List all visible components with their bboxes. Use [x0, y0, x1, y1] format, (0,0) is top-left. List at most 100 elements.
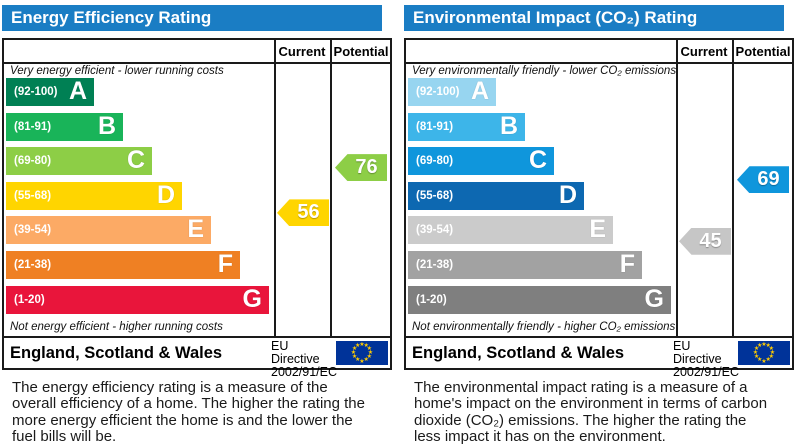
header-row-divider — [4, 62, 390, 64]
band-letter: F — [619, 250, 635, 278]
rating-band-C: (69-80) C — [408, 146, 554, 176]
eu-flag-icon: ★ ★ ★ ★ ★ ★ ★ ★ ★ ★ ★ ★ — [738, 341, 790, 365]
band-letter: B — [499, 111, 518, 140]
rating-band-A: (92-100) A — [408, 78, 496, 106]
footer-row-divider — [406, 336, 792, 338]
chart-description: The energy efficiency rating is a measur… — [12, 379, 365, 445]
current-rating-arrow: 45 — [679, 227, 731, 255]
top-scale-label: Very energy efficient - lower running co… — [10, 65, 224, 77]
eu-flag-star: ★ — [359, 358, 365, 365]
band-letter: D — [156, 180, 175, 209]
chart-description: The environmental impact rating is a mea… — [414, 379, 768, 445]
current-column-divider — [676, 40, 678, 338]
eu-directive-label: EU Directive 2002/91/EC — [673, 339, 740, 379]
rating-band-F: (21-38) F — [408, 251, 642, 279]
eu-flag-star: ★ — [757, 357, 763, 364]
rating-table: Current Potential Very environmentally f… — [404, 38, 794, 379]
top-scale-label: Very environmentally friendly - lower CO… — [412, 65, 677, 77]
band-letter: G — [242, 284, 262, 313]
potential-rating-value: 76 — [355, 156, 378, 179]
eu-flag-star: ★ — [757, 342, 763, 349]
potential-rating-arrow: 69 — [737, 166, 789, 194]
eu-directive-line2: 2002/91/EC — [673, 365, 740, 379]
potential-rating-arrow: 76 — [335, 154, 387, 182]
bottom-scale-label: Not environmentally friendly - higher CO… — [412, 321, 676, 333]
eu-flag-star: ★ — [350, 350, 357, 356]
panel-title: Environmental Impact (CO₂) Rating — [404, 5, 784, 31]
eu-directive-line1: EU Directive — [271, 339, 320, 366]
eu-flag-star: ★ — [769, 350, 776, 356]
eu-directive-line2: 2002/91/EC — [271, 365, 338, 379]
eu-flag-star: ★ — [765, 342, 771, 349]
eu-flag-star: ★ — [753, 354, 760, 361]
rating-band-A: (92-100) A — [6, 78, 94, 106]
potential-column-divider — [732, 40, 734, 338]
band-range-label: (55-68) — [416, 189, 454, 202]
current-rating-value: 45 — [699, 229, 722, 252]
potential-rating-value: 69 — [757, 168, 780, 191]
eu-flag-star: ★ — [768, 345, 775, 352]
eu-flag-star: ★ — [753, 345, 760, 352]
table-footer: England, Scotland & Wales EU Directive 2… — [4, 338, 390, 379]
eu-flag-star: ★ — [366, 345, 373, 352]
band-range-label: (55-68) — [14, 189, 52, 202]
band-range-label: (21-38) — [14, 259, 52, 271]
region-label: England, Scotland & Wales — [412, 344, 625, 362]
eu-flag-star: ★ — [363, 357, 369, 364]
band-range-label: (92-100) — [14, 86, 58, 98]
eu-flag-star: ★ — [761, 358, 767, 365]
potential-column-header: Potential — [735, 44, 791, 59]
eu-flag-star: ★ — [765, 357, 771, 364]
rating-band-B: (81-91) B — [408, 111, 525, 141]
rating-band-D: (55-68) D — [6, 180, 182, 210]
band-range-label: (92-100) — [416, 86, 460, 98]
table-footer: England, Scotland & Wales EU Directive 2… — [406, 338, 792, 379]
band-letter: G — [644, 284, 664, 313]
environmental-impact-rating-panel: Environmental Impact (CO₂) Rating Curren… — [404, 5, 794, 445]
band-letter: F — [217, 250, 233, 278]
footer-row-divider — [4, 336, 390, 338]
eu-flag-star: ★ — [768, 354, 775, 361]
current-rating-arrow: 56 — [277, 199, 329, 227]
rating-band-B: (81-91) B — [6, 111, 123, 141]
eu-flag-star: ★ — [351, 345, 358, 352]
band-range-label: (39-54) — [416, 224, 454, 237]
eu-flag-star: ★ — [367, 350, 374, 356]
panel-title: Energy Efficiency Rating — [2, 5, 382, 31]
energy-efficiency-rating-panel: Energy Efficiency Rating Current Potenti… — [2, 5, 392, 445]
band-letter: C — [126, 146, 145, 175]
rating-band-D: (55-68) D — [408, 180, 584, 210]
band-letter: C — [528, 146, 547, 175]
band-range-label: (81-91) — [14, 120, 52, 133]
band-letter: D — [558, 180, 577, 209]
region-label: England, Scotland & Wales — [10, 344, 223, 362]
rating-band-E: (39-54) E — [6, 215, 211, 245]
current-column-divider — [274, 40, 276, 338]
rating-band-G: (1-20) G — [408, 284, 671, 314]
bottom-scale-label: Not energy efficient - higher running co… — [10, 321, 223, 333]
header-row-divider — [406, 62, 792, 64]
eu-flag-star: ★ — [351, 354, 358, 361]
eu-flag-icon: ★ ★ ★ ★ ★ ★ ★ ★ ★ ★ ★ ★ — [336, 341, 388, 365]
band-range-label: (1-20) — [14, 293, 45, 306]
current-column-header: Current — [278, 44, 326, 59]
band-range-label: (1-20) — [416, 293, 447, 306]
eu-flag-star: ★ — [761, 341, 767, 348]
eu-flag-star: ★ — [355, 342, 361, 349]
eu-directive-line1: EU Directive — [673, 339, 722, 366]
band-letter: B — [97, 111, 116, 140]
eu-directive-label: EU Directive 2002/91/EC — [271, 339, 338, 379]
band-letter: E — [589, 215, 606, 244]
potential-column-divider — [330, 40, 332, 338]
rating-band-C: (69-80) C — [6, 146, 152, 176]
band-range-label: (21-38) — [416, 259, 454, 271]
current-rating-value: 56 — [297, 201, 320, 224]
eu-flag-star: ★ — [355, 357, 361, 364]
eu-flag-star: ★ — [752, 350, 759, 356]
band-letter: E — [187, 215, 204, 244]
band-letter: A — [68, 77, 87, 105]
band-range-label: (69-80) — [416, 155, 454, 168]
rating-band-G: (1-20) G — [6, 284, 269, 314]
band-letter: A — [470, 77, 489, 105]
